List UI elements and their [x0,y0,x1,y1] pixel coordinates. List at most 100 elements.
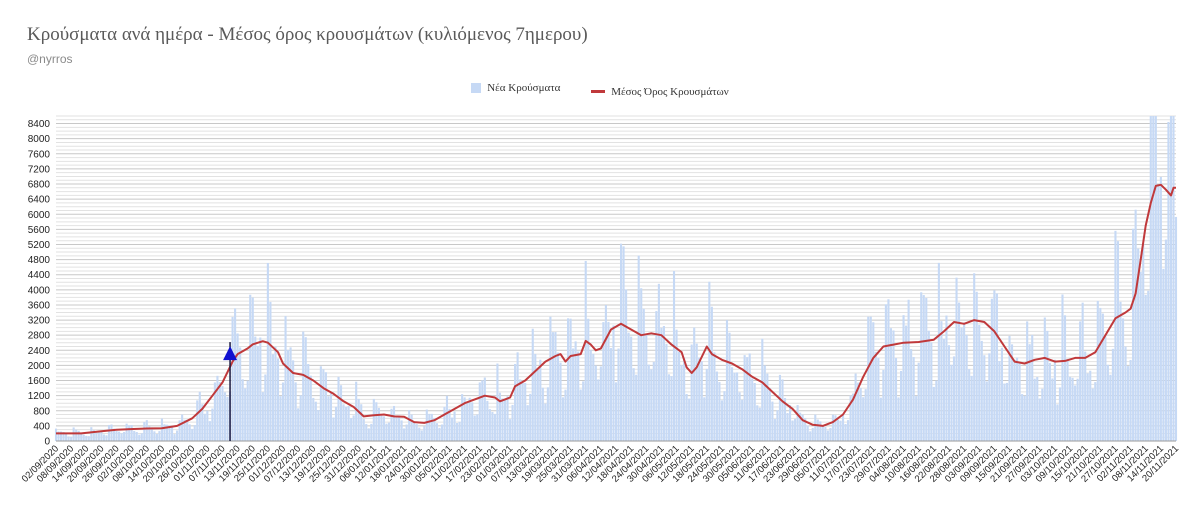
daily-bar [1005,382,1009,441]
daily-bar [799,412,802,441]
daily-bar [382,416,385,441]
daily-bar [261,392,264,441]
daily-bar [746,357,749,441]
daily-bar [589,350,592,441]
daily-bar [226,396,229,441]
daily-bar [667,374,671,441]
daily-bar [481,380,484,441]
daily-bar [824,426,827,441]
daily-bar [660,327,663,441]
daily-bar [400,420,403,441]
daily-bar [932,386,935,441]
daily-bar [771,401,774,441]
daily-bar [922,295,925,441]
daily-bar [723,391,726,441]
daily-bar [1099,307,1102,441]
daily-bar [642,308,645,441]
daily-bar [281,382,285,441]
daily-bar [236,333,239,441]
daily-bar [655,311,658,441]
daily-bar [468,397,471,441]
daily-bar [920,292,923,441]
daily-bar [554,332,557,441]
daily-bar [796,405,799,441]
daily-bar [730,367,734,441]
daily-bar [844,424,847,441]
daily-bar [912,357,915,441]
daily-bar [165,424,169,441]
daily-bar [614,382,618,441]
daily-bar [587,318,590,441]
daily-bar [304,337,307,441]
legend-item-line: Μέσος Όρος Κρουσμάτων [591,86,729,98]
daily-bar [1079,321,1082,441]
daily-bar [234,308,237,441]
daily-bar [1061,294,1064,441]
daily-bar [430,413,433,441]
daily-bar [862,397,865,441]
daily-bar [188,424,191,441]
daily-bar [95,431,98,441]
daily-bar [816,419,819,441]
daily-bar [1152,116,1155,441]
daily-bar [809,431,812,441]
daily-bar [617,348,620,441]
daily-bar [831,414,834,441]
daily-bar [836,419,840,441]
daily-bar [294,382,297,441]
daily-bar [433,418,436,441]
y-tick-label: 6800 [28,180,51,191]
daily-bar [322,369,325,441]
daily-bar [884,304,887,441]
daily-bar [801,414,804,441]
daily-bar [763,365,766,441]
daily-bar [120,433,123,441]
daily-bar [506,396,509,441]
daily-bar [713,352,716,441]
daily-bar [423,426,426,441]
daily-bar [879,397,882,441]
daily-bar [811,427,814,441]
daily-bar [450,417,454,441]
daily-bar [153,431,156,441]
daily-bar [625,289,628,441]
daily-bar [82,434,85,441]
daily-bar [925,298,928,441]
daily-bar [62,432,65,441]
daily-bar [1066,358,1069,441]
daily-bar [105,435,108,441]
daily-bar [887,299,890,441]
daily-bar [509,419,512,441]
daily-bar [874,351,877,441]
daily-bar [377,407,380,441]
daily-bar [952,356,956,441]
daily-bar [678,351,681,441]
daily-bar [385,423,388,441]
daily-bar [65,433,68,441]
daily-bar [539,359,542,441]
daily-bar [864,389,867,441]
daily-bar [329,391,333,441]
daily-bar [392,405,396,441]
daily-bar [445,395,449,441]
daily-bar [524,383,527,441]
daily-bar [425,409,428,441]
daily-bar [87,436,90,441]
daily-bar [312,397,315,441]
daily-bar [334,406,338,441]
daily-bar [1021,394,1024,441]
daily-bar [367,428,370,441]
daily-bar [675,329,678,441]
daily-bar [867,316,870,441]
y-tick-label: 4000 [28,285,51,296]
daily-bar [150,427,153,441]
daily-bar [486,400,489,441]
daily-bar [100,431,103,441]
daily-bar [672,271,676,441]
daily-bar [1149,116,1152,441]
daily-bar [872,322,875,441]
daily-bar [327,396,330,441]
daily-bar [314,401,317,441]
daily-bar [529,393,532,441]
legend-item-bars: Νέα Κρούσματα [471,82,560,94]
